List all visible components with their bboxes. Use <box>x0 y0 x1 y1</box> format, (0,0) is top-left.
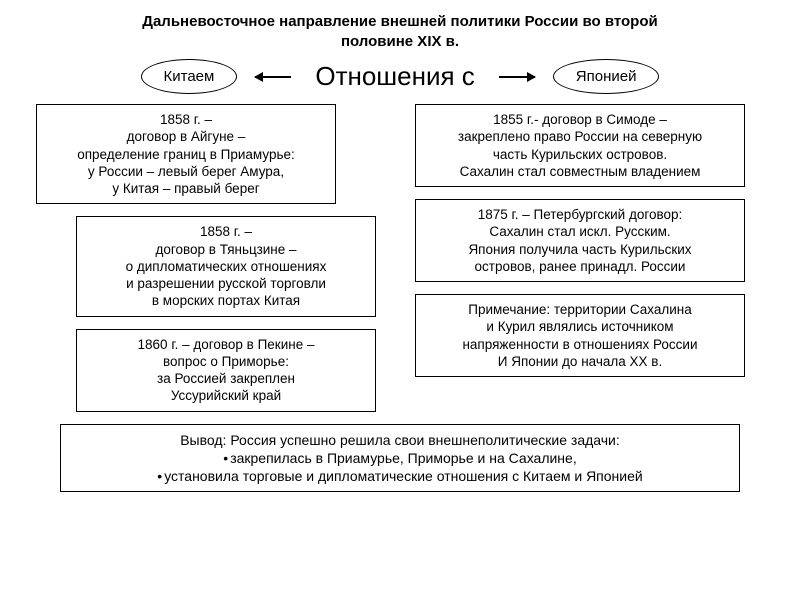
conclusion-bullet-2: установила торговые и дипломатические от… <box>157 468 642 484</box>
column-japan: 1855 г.- договор в Симоде –закреплено пр… <box>415 104 764 412</box>
page-title: Дальневосточное направление внешней поли… <box>0 0 800 55</box>
arrow-left <box>255 76 291 78</box>
japan-box-1: 1855 г.- договор в Симоде –закреплено пр… <box>415 104 745 187</box>
china-box-3: 1860 г. – договор в Пекине –вопрос о При… <box>76 329 376 412</box>
ellipse-japan: Японией <box>553 59 660 94</box>
columns: 1858 г. –договор в Айгуне –определение г… <box>0 94 800 412</box>
china-box-2: 1858 г. –договор в Тяньцзине –о дипломат… <box>76 216 376 316</box>
arrow-right <box>499 76 535 78</box>
japan-box-3: Примечание: территории Сахалинаи Курил я… <box>415 294 745 377</box>
title-line2: половине XIX в. <box>341 33 459 50</box>
column-china: 1858 г. –договор в Айгуне –определение г… <box>36 104 385 412</box>
china-box-1: 1858 г. –договор в Айгуне –определение г… <box>36 104 336 204</box>
title-line1: Дальневосточное направление внешней поли… <box>142 13 657 30</box>
relations-row: Китаем Отношения с Японией <box>0 59 800 94</box>
conclusion-bullet-1: закрепилась в Приамурье, Приморье и на С… <box>223 450 576 466</box>
conclusion-box: Вывод: Россия успешно решила свои внешне… <box>60 424 740 493</box>
center-label: Отношения с <box>309 61 480 92</box>
japan-box-2: 1875 г. – Петербургский договор:Сахалин … <box>415 199 745 282</box>
ellipse-china: Китаем <box>141 59 238 94</box>
conclusion-lead: Вывод: Россия успешно решила свои внешне… <box>180 432 620 448</box>
